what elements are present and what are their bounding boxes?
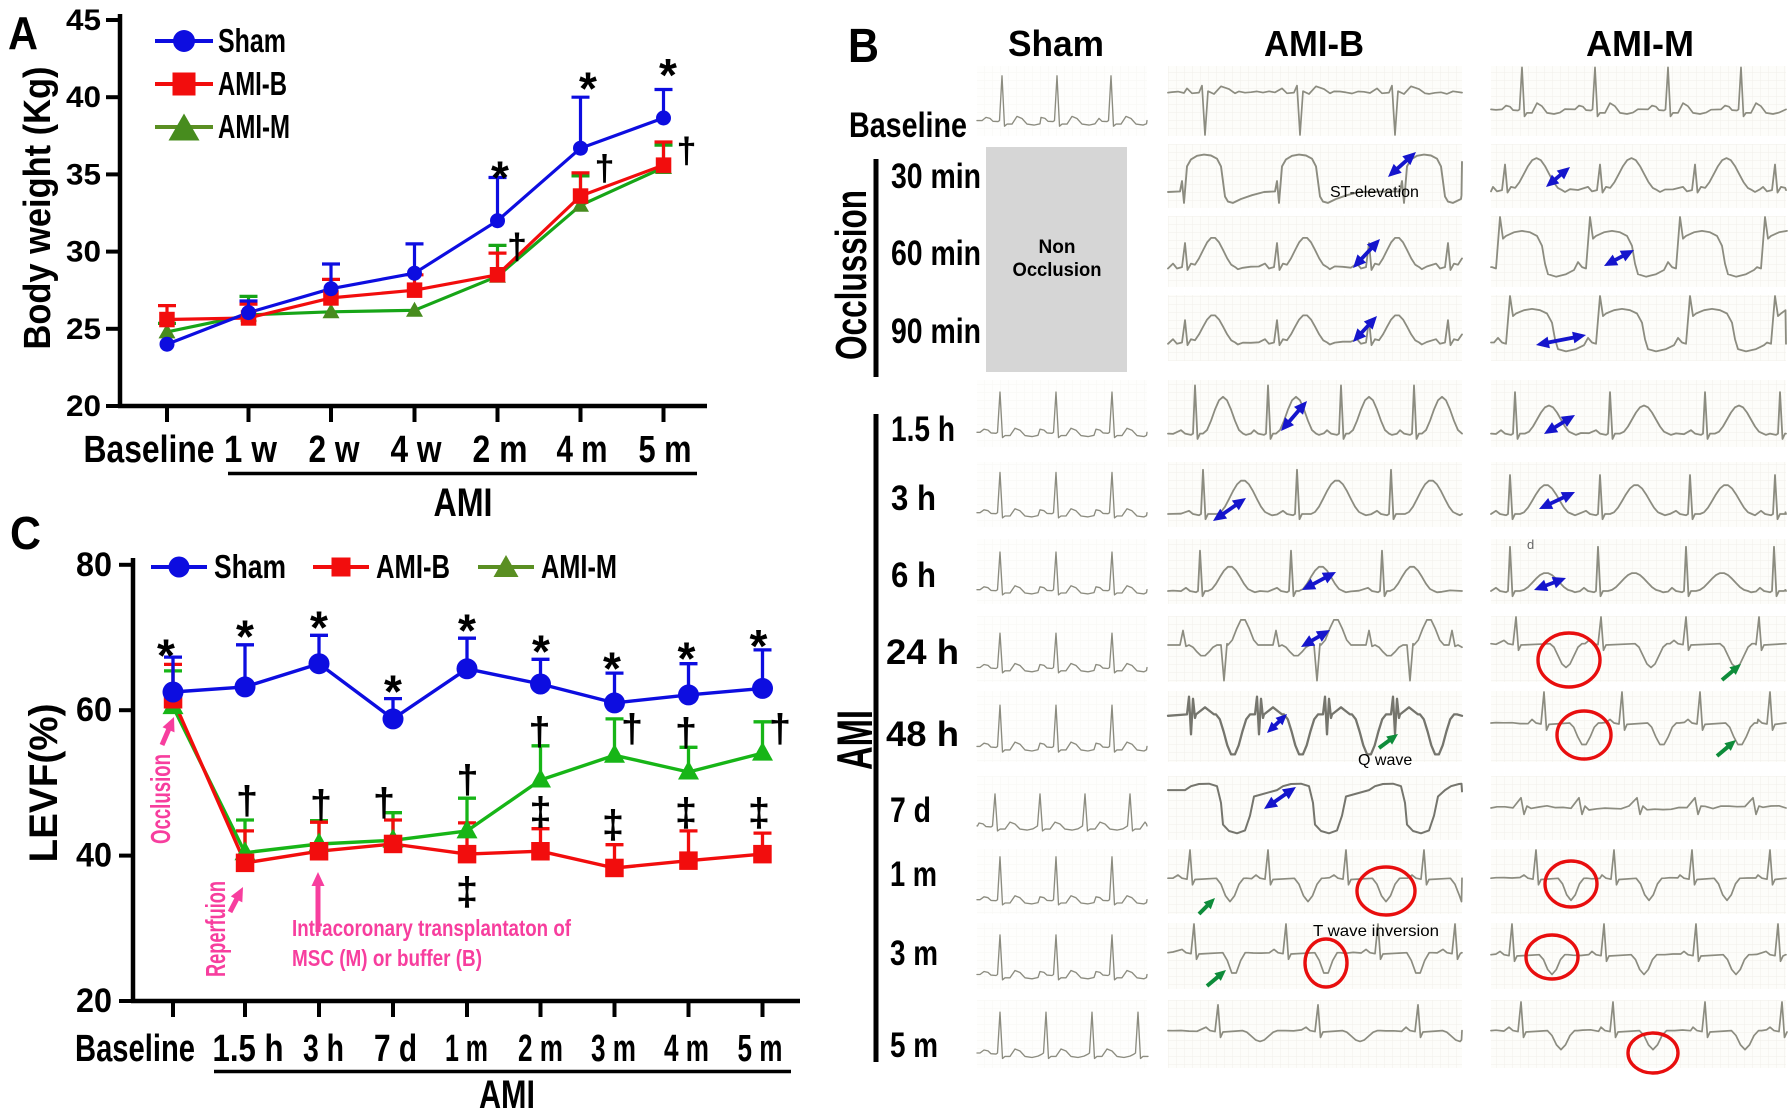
svg-text:*: *: [458, 605, 476, 657]
svg-text:6 h: 6 h: [891, 556, 936, 595]
svg-text:*: *: [750, 620, 768, 672]
svg-text:30 min: 30 min: [891, 157, 981, 196]
svg-text:30: 30: [66, 236, 101, 269]
svg-text:2 m: 2 m: [473, 429, 528, 471]
svg-text:Non: Non: [1039, 237, 1076, 258]
svg-text:‡: ‡: [529, 790, 551, 834]
svg-text:†: †: [528, 710, 550, 754]
svg-text:Q wave: Q wave: [1358, 752, 1412, 769]
svg-text:4 w: 4 w: [391, 429, 442, 471]
svg-text:*: *: [603, 643, 621, 695]
svg-text:2 m: 2 m: [518, 1028, 563, 1070]
svg-text:45: 45: [66, 4, 101, 37]
svg-text:*: *: [659, 49, 677, 101]
svg-text:MSC (M) or buffer (B): MSC (M) or buffer (B): [292, 945, 482, 971]
svg-text:*: *: [157, 630, 175, 682]
svg-text:d: d: [1527, 537, 1534, 552]
svg-text:2 w: 2 w: [309, 429, 360, 471]
svg-text:†: †: [310, 783, 332, 827]
svg-text:4 m: 4 m: [664, 1028, 709, 1070]
svg-text:40: 40: [66, 81, 101, 114]
svg-text:Occlusion: Occlusion: [145, 754, 176, 844]
svg-text:Reperfuion: Reperfuion: [200, 881, 231, 977]
svg-text:1.5 h: 1.5 h: [213, 1028, 284, 1070]
svg-text:60: 60: [76, 691, 112, 729]
svg-text:40: 40: [76, 837, 112, 875]
svg-text:48 h: 48 h: [886, 715, 959, 754]
svg-text:*: *: [384, 666, 402, 718]
svg-text:‡: ‡: [675, 791, 697, 835]
svg-text:1 m: 1 m: [890, 855, 937, 894]
svg-text:Sham: Sham: [218, 22, 286, 59]
svg-text:60 min: 60 min: [891, 234, 981, 273]
svg-text:*: *: [579, 63, 597, 115]
svg-text:†: †: [507, 226, 527, 267]
svg-text:25: 25: [66, 313, 101, 346]
svg-text:20: 20: [76, 982, 112, 1020]
svg-text:AMI-B: AMI-B: [376, 548, 450, 585]
svg-text:C: C: [10, 507, 41, 559]
svg-text:AMI-B: AMI-B: [1264, 23, 1364, 64]
svg-text:AMI: AMI: [434, 481, 493, 525]
svg-text:*: *: [491, 152, 509, 204]
svg-text:Baseline: Baseline: [75, 1028, 195, 1070]
svg-text:7 d: 7 d: [890, 791, 931, 830]
svg-text:T wave inversion: T wave inversion: [1313, 923, 1439, 940]
svg-text:†: †: [594, 148, 614, 189]
svg-text:1.5 h: 1.5 h: [891, 410, 955, 449]
svg-text:AMI-M: AMI-M: [218, 108, 290, 145]
svg-text:AMI-M: AMI-M: [1586, 23, 1694, 64]
svg-text:5 m: 5 m: [639, 429, 692, 471]
svg-text:Baseline: Baseline: [84, 429, 215, 471]
svg-text:*: *: [236, 611, 254, 663]
svg-text:Intracoronary transplantaton o: Intracoronary transplantaton of: [292, 915, 571, 941]
svg-text:†: †: [769, 707, 791, 751]
svg-text:1 m: 1 m: [445, 1028, 488, 1070]
svg-text:*: *: [532, 626, 550, 678]
svg-text:LEVF(%): LEVF(%): [22, 704, 66, 863]
svg-text:3 h: 3 h: [303, 1028, 344, 1070]
svg-text:B: B: [848, 20, 879, 73]
svg-text:Baseline: Baseline: [849, 106, 967, 145]
svg-text:Body weight (Kg): Body weight (Kg): [17, 67, 59, 350]
svg-text:5 m: 5 m: [738, 1028, 783, 1070]
svg-text:7 d: 7 d: [374, 1028, 417, 1070]
svg-text:Occlusion: Occlusion: [1013, 260, 1102, 281]
svg-text:20: 20: [66, 390, 101, 423]
svg-text:3 h: 3 h: [891, 479, 936, 518]
svg-text:‡: ‡: [456, 870, 478, 914]
svg-text:‡: ‡: [748, 791, 770, 835]
svg-text:†: †: [456, 758, 478, 802]
svg-text:†: †: [621, 707, 643, 751]
svg-text:AMI: AMI: [479, 1073, 535, 1109]
svg-text:AMI: AMI: [827, 710, 883, 770]
svg-text:AMI-B: AMI-B: [218, 65, 287, 102]
svg-text:Sham: Sham: [214, 548, 286, 585]
svg-text:3 m: 3 m: [591, 1028, 636, 1070]
svg-text:†: †: [373, 781, 395, 825]
svg-text:†: †: [236, 779, 258, 823]
svg-text:1 w: 1 w: [224, 429, 277, 471]
svg-text:AMI-M: AMI-M: [541, 548, 617, 585]
svg-text:90 min: 90 min: [891, 312, 981, 351]
svg-text:3 m: 3 m: [890, 934, 938, 973]
svg-text:5 m: 5 m: [890, 1026, 938, 1065]
svg-text:†: †: [675, 711, 697, 755]
svg-text:80: 80: [76, 546, 112, 584]
svg-text:‡: ‡: [602, 803, 624, 847]
svg-text:*: *: [678, 633, 696, 685]
svg-text:Sham: Sham: [1008, 23, 1104, 64]
svg-text:*: *: [310, 602, 328, 654]
svg-text:24 h: 24 h: [886, 633, 959, 672]
svg-text:Occlussion: Occlussion: [827, 190, 876, 360]
svg-text:4 m: 4 m: [557, 429, 608, 471]
svg-text:†: †: [676, 130, 696, 171]
svg-text:ST-elevation: ST-elevation: [1330, 184, 1419, 201]
svg-text:A: A: [8, 7, 38, 59]
svg-text:35: 35: [66, 158, 101, 191]
